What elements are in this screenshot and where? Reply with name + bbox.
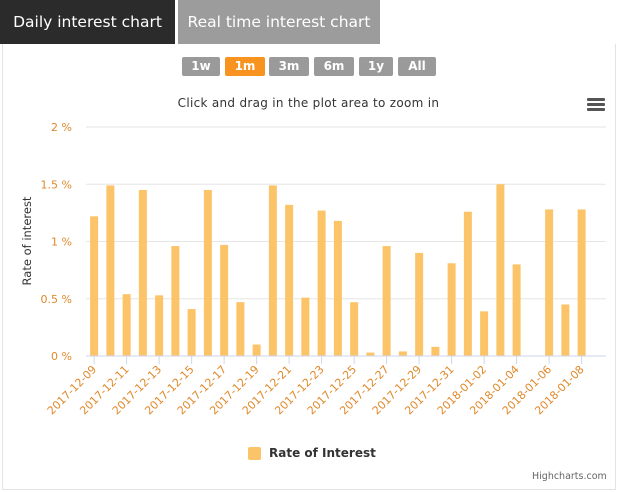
tab-real-time-interest-chart[interactable]: Real time interest chart (178, 0, 380, 44)
bar[interactable] (236, 302, 245, 356)
bar[interactable] (138, 189, 147, 356)
range-button-all[interactable]: All (398, 57, 436, 76)
bar[interactable] (285, 204, 294, 356)
bar[interactable] (220, 244, 229, 356)
bar[interactable] (317, 210, 326, 356)
bar[interactable] (301, 297, 310, 356)
bar[interactable] (480, 311, 489, 356)
bar[interactable] (252, 344, 261, 356)
bar[interactable] (203, 189, 212, 356)
y-tick-label: 0.5 % (41, 293, 72, 306)
bar[interactable] (187, 309, 196, 356)
credits-link[interactable]: Highcharts.com (532, 471, 607, 482)
y-tick-label: 2 % (51, 121, 72, 134)
y-tick-labels: 0 % 0.5 % 1 % 1.5 % 2 % (41, 121, 72, 363)
bar[interactable] (398, 351, 407, 356)
bar[interactable] (463, 211, 472, 356)
bar[interactable] (545, 209, 554, 356)
range-button-6m[interactable]: 6m (314, 57, 354, 76)
bar[interactable] (268, 185, 277, 356)
bar[interactable] (90, 216, 99, 356)
y-axis-title: Rate of interest (20, 196, 34, 285)
chart-subtitle: Click and drag in the plot area to zoom … (177, 96, 440, 110)
bar[interactable] (415, 252, 424, 356)
bar[interactable] (350, 302, 359, 356)
bar[interactable] (447, 263, 456, 356)
y-tick-label: 1.5 % (41, 178, 72, 191)
range-button-1m[interactable]: 1m (225, 57, 265, 76)
range-button-3m[interactable]: 3m (269, 57, 309, 76)
grid-lines (86, 126, 606, 300)
tab-daily-interest-chart[interactable]: Daily interest chart (0, 0, 175, 44)
bar[interactable] (512, 264, 521, 356)
bar[interactable] (106, 185, 115, 356)
bar[interactable] (577, 209, 586, 356)
y-tick-label: 0 % (51, 350, 72, 363)
bar[interactable] (366, 352, 375, 356)
bar[interactable] (496, 184, 505, 356)
bar[interactable] (561, 304, 570, 356)
y-tick-label: 1 % (51, 236, 72, 249)
range-button-1y[interactable]: 1y (359, 57, 393, 76)
bar[interactable] (382, 246, 391, 356)
bars (90, 184, 586, 356)
bar[interactable] (155, 295, 164, 356)
legend-swatch (248, 447, 261, 460)
range-button-1w[interactable]: 1w (182, 57, 220, 76)
hamburger-menu-icon[interactable] (587, 98, 605, 112)
legend-label: Rate of Interest (269, 446, 376, 460)
x-tick-labels: 2017-12-092017-12-112017-12-132017-12-15… (45, 356, 587, 417)
bar[interactable] (122, 294, 131, 356)
tab-bar: Daily interest chart Real time interest … (0, 0, 617, 44)
bar[interactable] (333, 220, 342, 356)
bar[interactable] (431, 346, 440, 356)
bar[interactable] (171, 246, 180, 356)
